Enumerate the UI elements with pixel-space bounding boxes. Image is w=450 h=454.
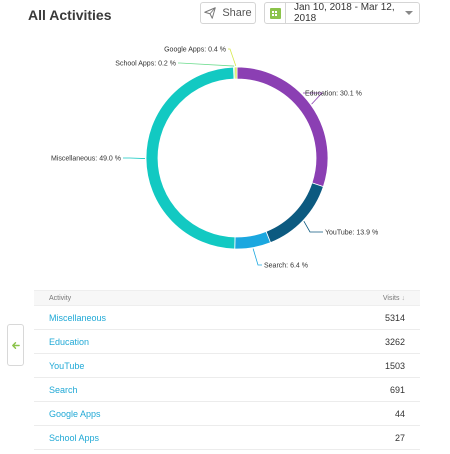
donut-slice-youtube[interactable] bbox=[265, 182, 324, 244]
visits-value: 1503 bbox=[384, 360, 405, 371]
activity-link[interactable]: YouTube bbox=[49, 360, 85, 371]
slice-data-label: Google Apps: 0.4 % bbox=[164, 47, 226, 54]
label-connector bbox=[178, 62, 235, 67]
slice-data-label: Search: 6.4 % bbox=[264, 263, 308, 270]
activity-donut-chart: Education: 30.1 % YouTube: 13.9 % Search: … bbox=[51, 47, 378, 270]
activity-link[interactable]: School Apps bbox=[49, 432, 100, 443]
chevron-down-icon bbox=[405, 11, 413, 15]
visits-header-label: Visits bbox=[382, 294, 400, 302]
table-row: Education 3262 bbox=[34, 330, 420, 354]
paper-plane-icon bbox=[204, 7, 217, 19]
visits-value: 691 bbox=[389, 384, 405, 395]
visits-value: 44 bbox=[394, 408, 405, 419]
visits-value: 3262 bbox=[384, 336, 405, 347]
column-header-visits[interactable]: Visits ↓ bbox=[383, 295, 405, 302]
label-connector bbox=[303, 220, 323, 233]
activity-link[interactable]: Search bbox=[49, 384, 78, 395]
table-row: Google Apps 44 bbox=[34, 402, 420, 426]
table-row: Miscellaneous 5314 bbox=[34, 306, 420, 330]
slice-data-label: School Apps: 0.2 % bbox=[115, 61, 176, 68]
slice-data-label: Education: 30.1 % bbox=[305, 91, 362, 98]
share-button[interactable]: Share bbox=[200, 2, 256, 24]
slice-data-label: YouTube: 13.9 % bbox=[325, 230, 378, 237]
donut-slice-google-apps[interactable] bbox=[234, 66, 238, 80]
activity-link[interactable]: Google Apps bbox=[49, 408, 101, 419]
arrow-left-icon bbox=[12, 341, 20, 349]
table-header: Activity Visits ↓ bbox=[34, 290, 420, 306]
sort-down-icon: ↓ bbox=[401, 294, 406, 302]
donut-slice-search[interactable] bbox=[234, 230, 272, 250]
activity-table: Activity Visits ↓ Miscellaneous 5314 Educat… bbox=[34, 290, 420, 450]
collapse-panel-button[interactable] bbox=[7, 324, 24, 366]
table-row: YouTube 1503 bbox=[34, 354, 420, 378]
date-divider bbox=[285, 3, 286, 23]
label-connector bbox=[252, 248, 262, 266]
visits-value: 5314 bbox=[384, 312, 405, 323]
activity-link[interactable]: Miscellaneous bbox=[49, 312, 107, 323]
visits-value: 27 bbox=[394, 432, 405, 443]
date-range-picker[interactable]: Jan 10, 2018 - Mar 12, 2018 bbox=[264, 2, 420, 24]
slice-data-label: Miscellaneous: 49.0 % bbox=[51, 156, 121, 163]
donut-slice-education[interactable] bbox=[236, 66, 329, 188]
column-header-activity[interactable]: Activity bbox=[49, 294, 72, 302]
donut-slice-miscellaneous[interactable] bbox=[145, 66, 236, 250]
table-row: Search 691 bbox=[34, 378, 420, 402]
calendar-icon bbox=[270, 7, 281, 19]
activity-link[interactable]: Education bbox=[49, 336, 90, 347]
share-label: Share bbox=[222, 7, 252, 19]
label-connector bbox=[123, 157, 146, 159]
table-row: School Apps 27 bbox=[34, 426, 420, 450]
label-connector bbox=[228, 48, 237, 67]
label-connector bbox=[303, 92, 323, 105]
date-range-text: Jan 10, 2018 - Mar 12, 2018 bbox=[294, 2, 395, 24]
page-title: All Activities bbox=[28, 7, 112, 23]
